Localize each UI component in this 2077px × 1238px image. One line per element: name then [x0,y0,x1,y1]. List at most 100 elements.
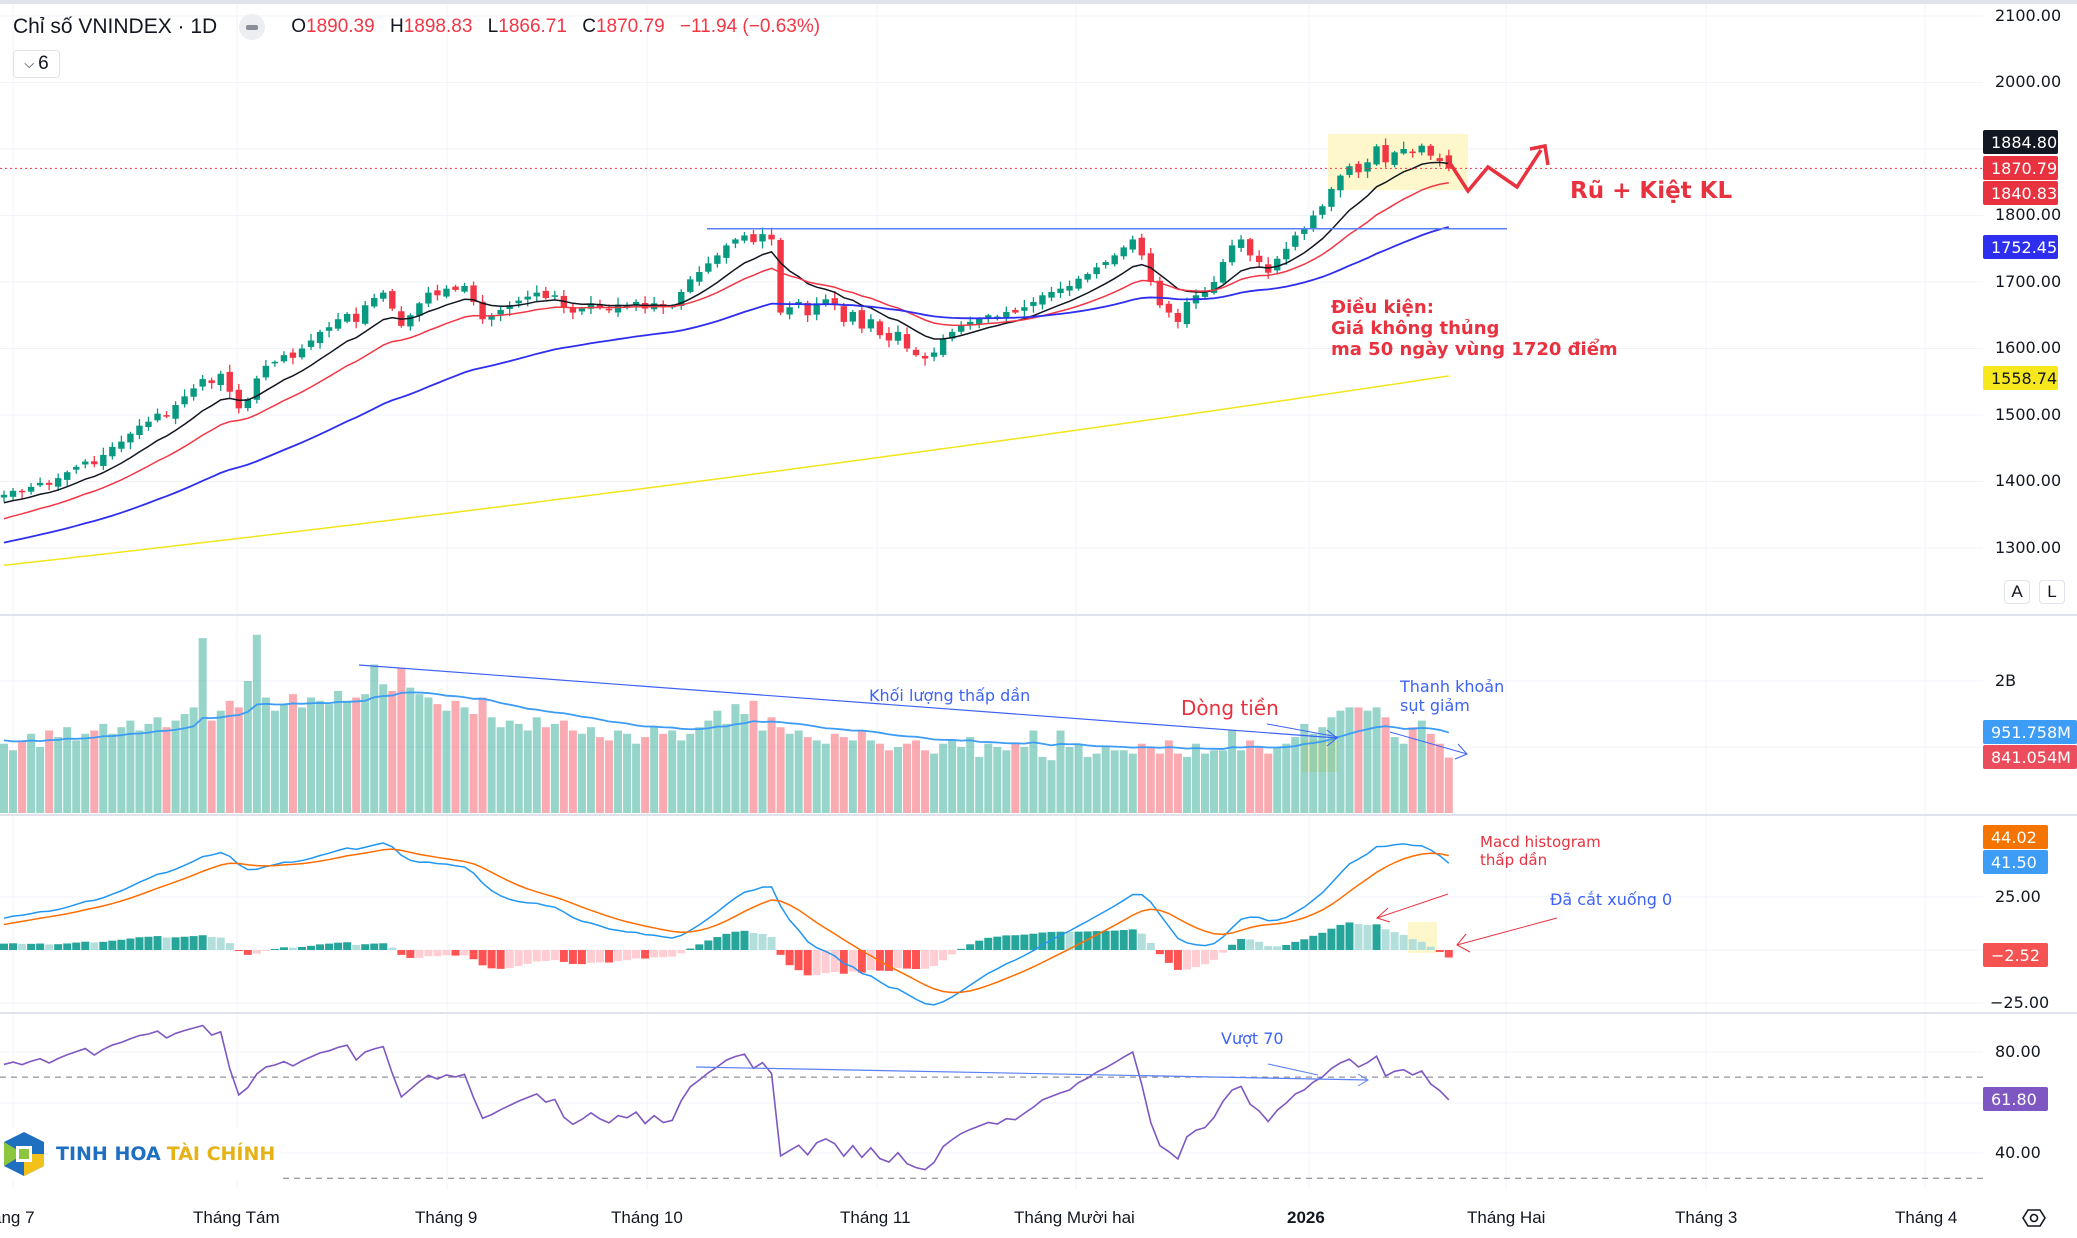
volume-bar [659,733,668,813]
volume-bar [550,723,559,813]
macd-histogram-bar [415,950,424,958]
macd-histogram-bar [966,944,975,950]
signal-badge: 44.02 [1983,825,2048,849]
volume-bar [153,717,162,813]
hide-legend-icon[interactable] [239,14,266,40]
volume-bar [198,638,207,813]
volume-bar [713,710,722,813]
volume-bar [288,694,297,813]
candle-body [488,315,495,320]
volume-bar [406,687,415,813]
macd-histogram-bar [243,950,252,955]
macd-histogram-bar [1083,931,1092,950]
macd-histogram-bar [361,944,370,950]
settings-icon[interactable] [2022,1206,2046,1230]
candle-body [470,285,477,302]
macd-histogram-bar [388,947,397,950]
candle-body [9,490,17,497]
cut-zero-arrow [1456,917,1558,946]
candle-body [723,245,730,258]
log-scale-button[interactable]: L [2039,580,2065,604]
volume-bar [496,727,505,813]
annotation-money-flow: Dòng tiền [1181,696,1279,720]
candle-body [1400,149,1407,154]
candle-body [1156,280,1164,306]
candle-body [705,263,712,272]
candle-body [1183,301,1191,324]
macd-histogram-bar [81,941,90,950]
histogram-badge: −2.52 [1983,943,2048,967]
macd-histogram-bar [1219,950,1228,953]
volume-bar [1011,743,1020,813]
macd-histogram-bar [1435,950,1444,952]
chevron-down-icon: ⌵ [24,56,35,71]
macd-histogram-bar [1255,941,1264,950]
volume-bar [767,717,776,813]
macd-histogram-bar [1210,950,1219,960]
price-tick: 1800.00 [1995,205,2062,224]
macd-histogram-bar [803,950,812,976]
volume-bar [1282,743,1291,813]
volume-bar [1426,733,1435,813]
macd-histogram-bar [54,944,63,950]
volume-bar [207,720,216,813]
macd-histogram-bar [1408,939,1417,950]
candle-body [1427,145,1434,156]
volume-bar [1137,743,1146,813]
candle-body [786,307,793,315]
projection-arrow [1446,149,1543,194]
volume-bar [180,714,189,813]
volume-bar [379,684,388,813]
macd-histogram-bar [614,950,623,962]
volume-bar [1191,743,1200,813]
macd-histogram-bar [1065,931,1074,950]
macd-histogram-bar [559,950,568,962]
candle-body [587,303,595,309]
auto-scale-button[interactable]: A [2004,580,2030,604]
macd-histogram-bar [1444,950,1453,958]
volume-bar [261,697,270,813]
ma200-line [3,375,1449,567]
macd-histogram-bar [857,950,866,973]
volume-bar [1047,760,1056,813]
volume-bar [1182,756,1191,813]
price-tick: 1700.00 [1995,272,2062,291]
indicators-collapse-button[interactable]: ⌵ 6 [13,50,60,78]
macd-histogram-bar [1047,931,1056,950]
candle-body [217,373,224,386]
volume-bar [90,730,99,813]
volume-bar [1417,720,1426,813]
volume-bar [650,727,659,813]
candle-body [1274,258,1281,271]
time-tick: Tháng 10 [611,1208,683,1227]
candle-body [515,300,522,304]
volume-bar [1219,750,1228,813]
volume-bar [1101,747,1110,813]
candle-body [1337,175,1344,191]
macd-histogram-bar [126,938,135,950]
candle-body [443,288,450,297]
volume-bar [605,740,614,813]
macd-histogram-bar [198,935,207,950]
volume-bar [532,717,541,813]
symbol-title[interactable]: Chỉ số VNINDEX · 1D [13,15,218,38]
volume-bar [903,743,911,813]
candle-body [822,299,829,305]
ma20-line [3,182,1449,520]
macd-histogram-bar [1074,931,1083,950]
volume-bar [812,740,821,813]
candle-body [858,310,866,329]
volume-bar [108,733,117,813]
money-flow-arrow [1266,723,1339,738]
volume-bar [921,750,930,813]
macd-histogram-bar [261,950,270,951]
time-tick: Tháng 3 [1675,1208,1738,1227]
macd-histogram-bar [1128,929,1137,950]
rsi-badge: 61.80 [1983,1087,2048,1111]
macd-histogram-bar [1038,932,1047,950]
candle-body [253,378,261,400]
macd-histogram-bar [1399,934,1408,950]
candle-body [0,494,8,498]
candle-body [759,234,766,242]
